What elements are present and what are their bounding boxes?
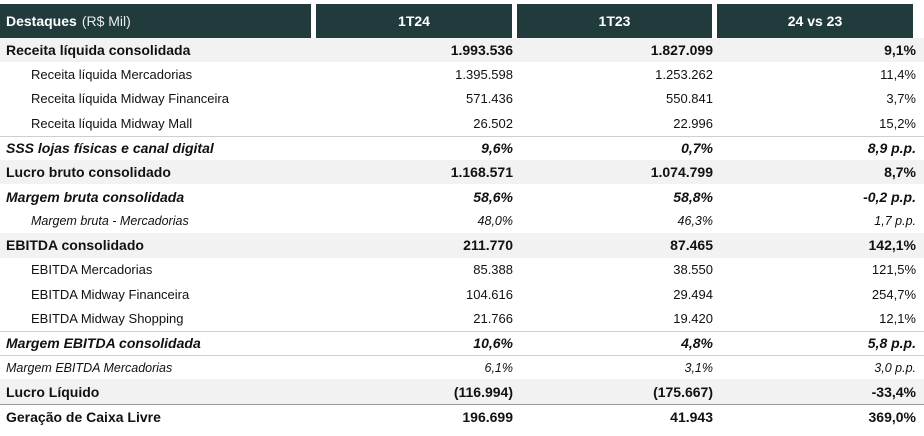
row-value-1t23: 1.827.099 (650, 42, 713, 59)
row-value-1t24: 9,6% (481, 140, 513, 157)
row-label: Receita líquida consolidada (6, 42, 191, 59)
row-value-1t24: 6,1% (484, 360, 514, 375)
row-value-variation: -33,4% (871, 383, 916, 400)
row-value-1t24: 58,6% (473, 188, 513, 205)
header-unit: (R$ Mil) (81, 13, 131, 29)
row-value-1t24: 196.699 (462, 408, 513, 425)
row-label: Margem EBITDA consolidada (6, 335, 201, 352)
table-row: Receita líquida Mercadorias 1.395.598 1.… (0, 62, 924, 86)
header-col-1t23: 1T23 (517, 4, 712, 38)
table-row: Lucro bruto consolidado 1.168.571 1.074.… (0, 159, 924, 185)
row-value-variation: 11,4% (880, 67, 916, 83)
row-value-1t24: 571.436 (466, 91, 513, 107)
row-value-variation: 3,7% (886, 91, 916, 107)
row-label: Margem EBITDA Mercadorias (6, 360, 173, 375)
row-value-1t24: 211.770 (463, 237, 513, 254)
row-value-variation: 369,0% (868, 408, 916, 425)
row-value-1t23: 46,3% (677, 213, 713, 228)
row-value-1t24: 85.388 (473, 262, 513, 278)
row-value-1t23: 19.420 (673, 310, 713, 326)
row-value-variation: 254,7% (871, 286, 916, 302)
row-value-1t24: 26.502 (473, 115, 513, 131)
row-value-1t24: 104.616 (466, 286, 513, 302)
table-row: EBITDA Midway Shopping 21.766 19.420 12,… (0, 306, 924, 330)
row-label: Receita líquida Midway Mall (31, 115, 193, 131)
row-value-1t23: 4,8% (681, 335, 713, 352)
row-value-1t23: 3,1% (684, 360, 714, 375)
row-label: Receita líquida Midway Financeira (31, 91, 229, 107)
row-label: Margem bruta - Mercadorias (31, 213, 189, 228)
table-row: Margem EBITDA Mercadorias 6,1% 3,1% 3,0 … (0, 355, 924, 379)
header-col-variation: 24 vs 23 (717, 4, 913, 38)
row-label: EBITDA Midway Shopping (31, 310, 184, 326)
header-title-cell: Destaques (R$ Mil) (0, 4, 311, 38)
table-row: SSS lojas físicas e canal digital 9,6% 0… (0, 135, 924, 160)
row-value-variation: 5,8 p.p. (867, 335, 916, 352)
row-label: Geração de Caixa Livre (6, 408, 161, 425)
row-value-variation: 121,5% (871, 262, 916, 278)
row-value-1t23: 29.494 (673, 286, 713, 302)
table-row: Margem bruta consolidada 58,6% 58,8% -0,… (0, 184, 924, 208)
row-value-1t23: 58,8% (673, 188, 713, 205)
row-label: EBITDA Mercadorias (31, 262, 153, 278)
row-label: SSS lojas físicas e canal digital (6, 140, 214, 157)
row-label: Lucro bruto consolidado (6, 164, 171, 181)
table-row: EBITDA consolidado 211.770 87.465 142,1% (0, 233, 924, 258)
highlights-table: Destaques (R$ Mil) 1T24 1T23 24 vs 23 Re… (0, 4, 924, 429)
row-value-1t23: 0,7% (681, 140, 713, 157)
row-label: EBITDA consolidado (6, 237, 144, 254)
table-row: Margem EBITDA consolidada 10,6% 4,8% 5,8… (0, 330, 924, 355)
table-row: Margem bruta - Mercadorias 48,0% 46,3% 1… (0, 209, 924, 233)
row-value-1t23: 1.253.262 (655, 67, 713, 83)
row-value-1t23: 1.074.799 (650, 164, 713, 181)
row-label: Lucro Líquido (6, 383, 100, 400)
row-value-variation: 9,1% (884, 42, 916, 59)
row-value-variation: 8,7% (884, 164, 916, 181)
row-value-1t23: 38.550 (673, 262, 713, 278)
row-value-variation: 1,7 p.p. (874, 213, 916, 228)
table-row: Receita líquida consolidada 1.993.536 1.… (0, 38, 924, 63)
table-row: Lucro Líquido (116.994) (175.667) -33,4% (0, 379, 924, 404)
row-label: Receita líquida Mercadorias (31, 67, 193, 83)
table-row: Receita líquida Midway Financeira 571.43… (0, 87, 924, 111)
table-row: Receita líquida Midway Mall 26.502 22.99… (0, 111, 924, 135)
row-value-variation: 8,9 p.p. (867, 140, 916, 157)
row-value-1t24: 1.395.598 (455, 67, 513, 83)
row-value-1t23: (175.667) (653, 383, 713, 400)
row-label: Margem bruta consolidada (6, 188, 185, 205)
row-value-1t24: (116.994) (453, 383, 513, 400)
table-header: Destaques (R$ Mil) 1T24 1T23 24 vs 23 (0, 4, 924, 38)
row-value-1t24: 48,0% (477, 213, 513, 228)
header-title: Destaques (6, 13, 77, 29)
row-label: EBITDA Midway Financeira (31, 286, 190, 302)
row-value-variation: 142,1% (868, 237, 916, 254)
row-value-1t24: 1.993.536 (450, 42, 513, 59)
row-value-variation: 3,0 p.p. (874, 360, 916, 375)
row-value-1t23: 41.943 (670, 408, 713, 425)
row-value-variation: -0,2 p.p. (863, 188, 916, 205)
table-row: EBITDA Mercadorias 85.388 38.550 121,5% (0, 258, 924, 282)
row-value-variation: 12,1% (879, 310, 916, 326)
row-value-1t23: 22.996 (673, 115, 713, 131)
row-value-variation: 15,2% (879, 115, 916, 131)
row-value-1t23: 87.465 (670, 237, 713, 254)
header-col-1t24: 1T24 (316, 4, 512, 38)
row-value-1t23: 550.841 (666, 91, 713, 107)
row-value-1t24: 10,6% (473, 335, 513, 352)
table-row: Geração de Caixa Livre 196.699 41.943 36… (0, 403, 924, 429)
row-value-1t24: 21.766 (473, 310, 513, 326)
table-row: EBITDA Midway Financeira 104.616 29.494 … (0, 282, 924, 306)
row-value-1t24: 1.168.571 (450, 164, 513, 181)
